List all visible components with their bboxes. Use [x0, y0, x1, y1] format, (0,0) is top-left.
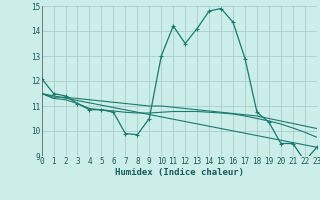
X-axis label: Humidex (Indice chaleur): Humidex (Indice chaleur) — [115, 168, 244, 177]
